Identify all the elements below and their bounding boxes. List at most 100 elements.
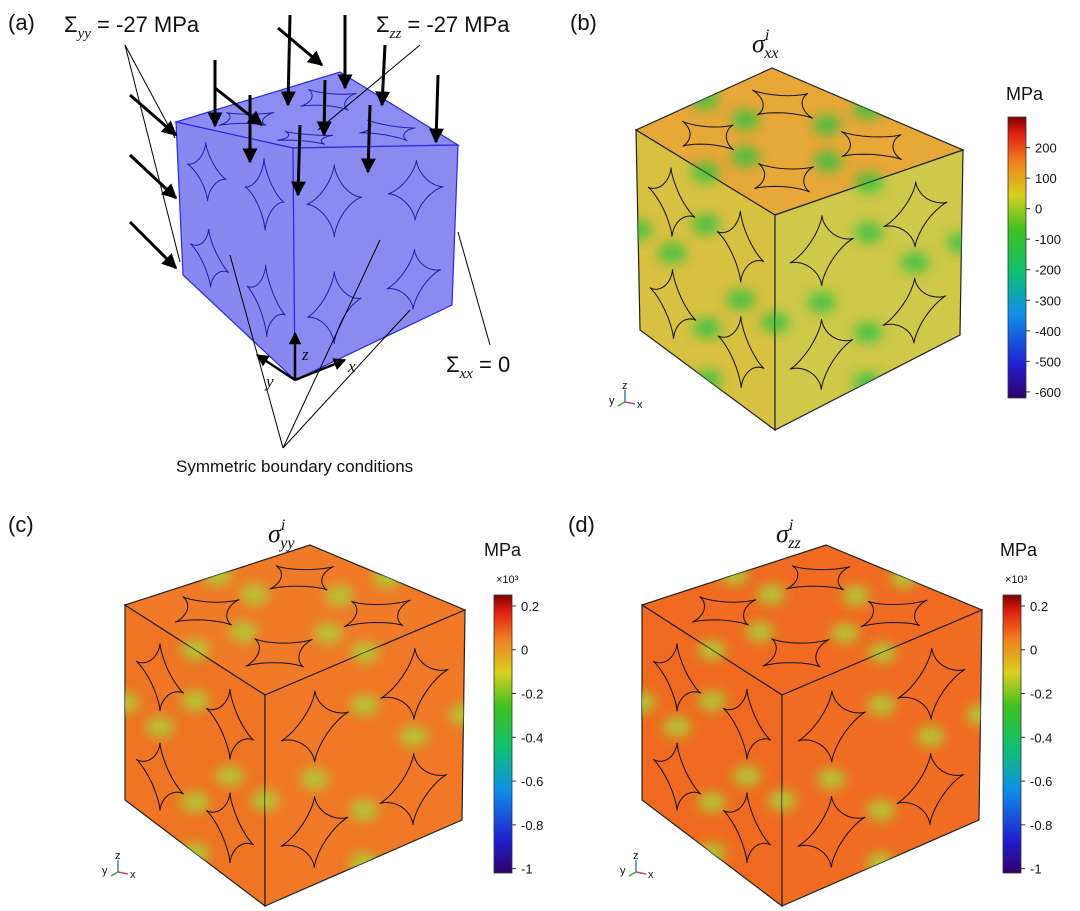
stress-blob: [853, 99, 882, 119]
colorbar-tick-label: -0.4: [521, 730, 543, 745]
title-symbol: σ: [268, 519, 282, 548]
hole-outline: [269, 565, 334, 591]
stress-blob: [698, 792, 726, 813]
load-arrow: [428, 74, 444, 144]
colorbar-tick-label: -0.4: [1030, 730, 1052, 745]
hole-outline: [681, 120, 735, 151]
hole-outline: [789, 215, 854, 286]
triad-label: x: [130, 869, 136, 881]
colorbar-tick-label: -600: [1035, 385, 1061, 400]
hole-outline: [797, 795, 866, 868]
title-sub: xx: [763, 45, 778, 62]
hole-outline: [359, 119, 416, 142]
stress-blob: [229, 621, 258, 642]
cube-face: [175, 121, 296, 382]
stress-blob: [768, 790, 782, 811]
colorbar: [1007, 116, 1027, 399]
colorbar-multiplier: ×10³: [1005, 574, 1028, 586]
stress-blob: [947, 232, 963, 253]
stress-blob: [636, 220, 652, 240]
hole-outline: [647, 167, 696, 237]
hole-outline: [205, 792, 255, 863]
triad-axis: [624, 401, 636, 405]
load-symbol: Σ: [446, 352, 460, 377]
colorbar: [493, 594, 513, 874]
stress-blob: [731, 109, 760, 130]
hole-outline: [186, 142, 227, 202]
leader-line: [457, 231, 491, 346]
hole-outline: [896, 753, 965, 825]
leader-line: [124, 44, 181, 263]
hole-outline: [306, 164, 363, 238]
hole-outline: [751, 89, 814, 119]
load-arrow: [316, 79, 332, 137]
stress-blob: [720, 565, 748, 585]
stress-blob: [813, 114, 841, 135]
title-sup: i: [789, 517, 793, 534]
hole-outline: [840, 131, 903, 161]
colorbar-tick-label: -500: [1035, 354, 1061, 369]
load-sub: xx: [459, 366, 474, 382]
axis-label: x: [347, 357, 356, 376]
triad-label: y: [620, 865, 626, 877]
panel-title: σi yy: [268, 517, 295, 552]
colorbar-tick-label: -1: [521, 862, 533, 877]
stress-blob: [300, 769, 329, 790]
colorbar-tick-label: -0.8: [521, 818, 543, 833]
title-symbol: σ: [776, 519, 790, 548]
colorbar-tick-label: 0: [521, 643, 528, 658]
triad-label: z: [115, 850, 121, 862]
stress-blob: [853, 322, 882, 343]
load-arrow: [360, 104, 376, 174]
panel-title: σi zz: [776, 517, 802, 552]
title-sub: zz: [787, 535, 801, 552]
colorbar-tick-label: -300: [1035, 293, 1061, 308]
colorbar-tick-label: 100: [1035, 171, 1057, 186]
load-label: Σyy = -27 MPa: [64, 12, 200, 42]
stress-blob: [181, 792, 209, 813]
triad-label: y: [102, 865, 108, 877]
load-arrow: [290, 124, 306, 197]
hole-outline: [189, 228, 230, 288]
load-arrow: [128, 220, 178, 270]
load-arrow: [280, 14, 296, 107]
hole-outline: [762, 638, 830, 668]
stress-blob: [350, 695, 379, 716]
stress-blob: [966, 705, 982, 725]
stress-blob: [251, 790, 265, 811]
stress-blob: [314, 623, 343, 644]
load-symbol: Σ: [64, 12, 78, 37]
colorbar-tick-label: 0: [1030, 643, 1037, 658]
load-arrow: [128, 153, 178, 200]
cube-face: [292, 144, 459, 381]
stress-blob: [746, 621, 774, 642]
hole-outline: [135, 643, 185, 712]
hole-outline: [244, 158, 285, 231]
hole-outline: [883, 181, 948, 248]
hole-outline: [797, 690, 866, 763]
colorbar-tick-label: -100: [1035, 232, 1061, 247]
stress-blob: [692, 214, 720, 235]
leader-line: [282, 309, 411, 449]
triad-axis: [117, 871, 129, 875]
colorbar-multiplier: ×10³: [496, 574, 519, 586]
stress-blob: [782, 790, 796, 811]
hole-outline: [205, 689, 255, 760]
stress-blob: [817, 769, 846, 790]
stress-pattern: [782, 642, 982, 873]
colorbar-tick-label: -400: [1035, 324, 1061, 339]
panel-label: (b): [570, 10, 597, 35]
stress-blob: [642, 692, 656, 713]
stress-blob: [867, 695, 896, 716]
axis-label: z: [301, 345, 309, 364]
stress-blob: [854, 222, 883, 243]
triad-label: x: [648, 869, 654, 881]
stress-blob: [216, 766, 244, 786]
triad-label: z: [622, 380, 628, 392]
load-label: Σxx = 0: [446, 352, 510, 382]
hole-outline: [245, 638, 313, 668]
stress-blob: [775, 312, 789, 333]
colorbar-tick-label: 0: [1035, 202, 1042, 217]
stress-blob: [693, 318, 721, 339]
